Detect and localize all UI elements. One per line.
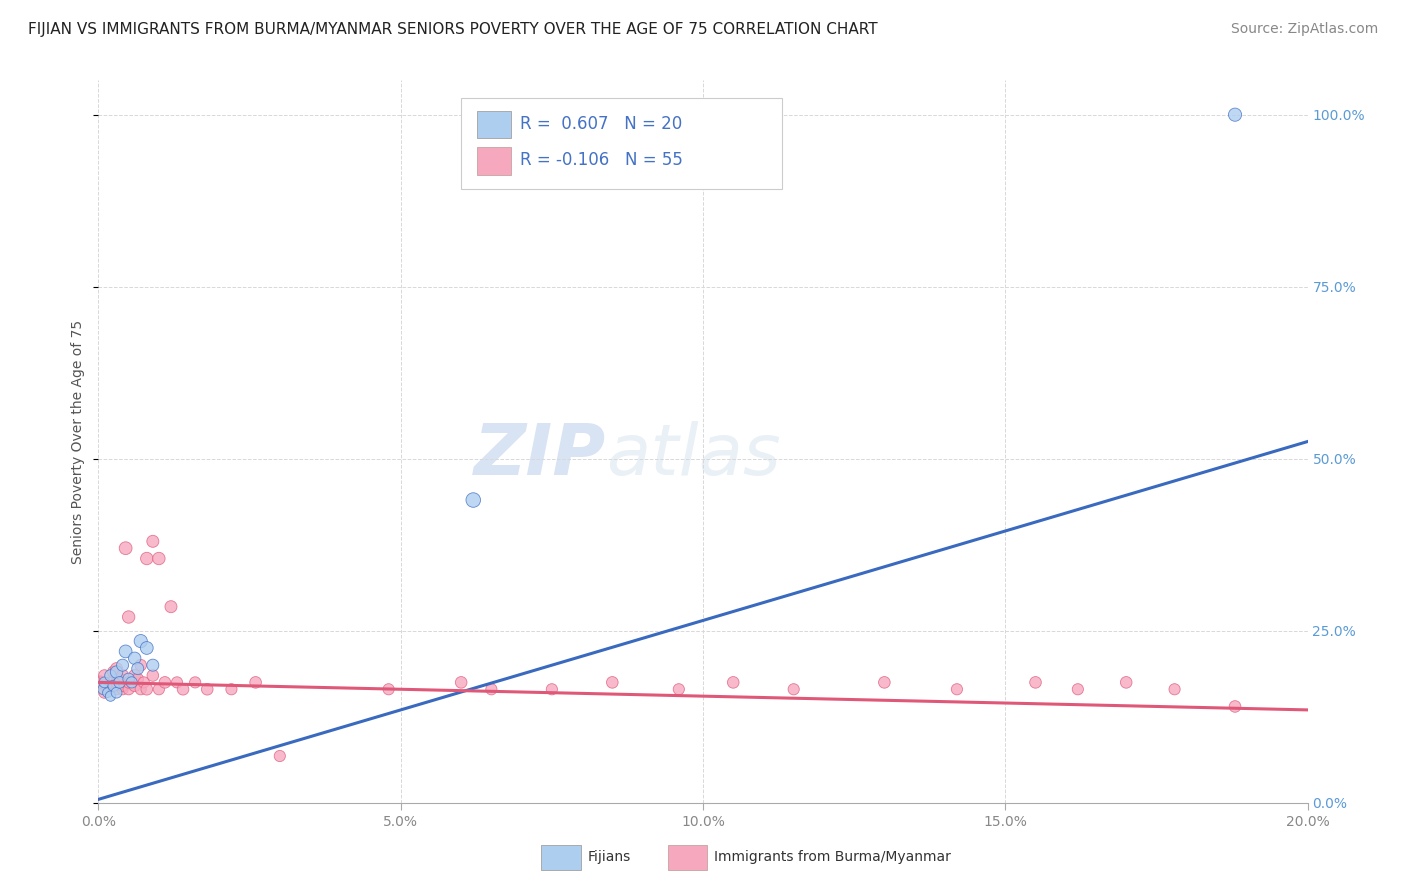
Point: [135, 682, 157, 697]
Text: R = -0.106   N = 55: R = -0.106 N = 55: [520, 152, 683, 169]
Point: [114, 644, 136, 658]
Point: [111, 668, 134, 682]
Point: [148, 551, 170, 566]
Point: [124, 679, 146, 693]
Point: [184, 675, 207, 690]
Point: [540, 682, 562, 697]
Text: Immigrants from Burma/Myanmar: Immigrants from Burma/Myanmar: [714, 850, 950, 864]
Point: [450, 675, 472, 690]
Point: [111, 658, 134, 673]
Text: Fijians: Fijians: [588, 850, 631, 864]
Point: [89, 675, 111, 690]
Point: [111, 679, 134, 693]
Point: [100, 675, 122, 690]
Point: [100, 689, 122, 703]
Point: [118, 672, 141, 686]
Point: [127, 662, 149, 676]
Point: [166, 675, 188, 690]
Point: [118, 682, 141, 697]
Point: [723, 675, 745, 690]
Text: atlas: atlas: [606, 422, 780, 491]
Point: [103, 679, 125, 693]
Point: [108, 672, 131, 686]
Point: [127, 672, 149, 686]
Point: [160, 599, 183, 614]
Point: [105, 675, 128, 690]
Point: [463, 493, 485, 508]
FancyBboxPatch shape: [477, 147, 510, 175]
Text: FIJIAN VS IMMIGRANTS FROM BURMA/MYANMAR SENIORS POVERTY OVER THE AGE OF 75 CORRE: FIJIAN VS IMMIGRANTS FROM BURMA/MYANMAR …: [28, 22, 877, 37]
Point: [93, 675, 115, 690]
Point: [132, 675, 155, 690]
Point: [481, 682, 503, 697]
Point: [668, 682, 690, 697]
Point: [129, 658, 152, 673]
Point: [1115, 675, 1137, 690]
Point: [96, 682, 118, 697]
Point: [269, 749, 291, 764]
Point: [142, 534, 165, 549]
Point: [118, 610, 141, 624]
Point: [142, 668, 165, 682]
Point: [105, 662, 128, 676]
Point: [377, 682, 399, 697]
Point: [108, 675, 131, 690]
Point: [105, 682, 128, 697]
Point: [93, 686, 115, 700]
Point: [90, 675, 112, 690]
Point: [129, 634, 152, 648]
Point: [105, 665, 128, 679]
Point: [1163, 682, 1185, 697]
Point: [129, 682, 152, 697]
Point: [1024, 675, 1046, 690]
Point: [111, 682, 134, 697]
Point: [946, 682, 969, 697]
Point: [103, 665, 125, 679]
Point: [114, 541, 136, 556]
Point: [124, 651, 146, 665]
Point: [96, 686, 118, 700]
Y-axis label: Seniors Poverty Over the Age of 75: Seniors Poverty Over the Age of 75: [72, 319, 86, 564]
Text: ZIP: ZIP: [474, 422, 606, 491]
Point: [1223, 699, 1246, 714]
FancyBboxPatch shape: [477, 111, 510, 138]
Point: [172, 682, 194, 697]
Point: [148, 682, 170, 697]
Point: [100, 679, 122, 693]
Point: [1067, 682, 1090, 697]
Text: Source: ZipAtlas.com: Source: ZipAtlas.com: [1230, 22, 1378, 37]
Point: [124, 668, 146, 682]
Point: [93, 668, 115, 682]
Point: [105, 686, 128, 700]
Point: [602, 675, 624, 690]
Point: [153, 675, 176, 690]
Point: [91, 682, 114, 697]
Point: [1223, 108, 1246, 122]
Text: R =  0.607   N = 20: R = 0.607 N = 20: [520, 115, 683, 133]
Point: [221, 682, 243, 697]
Point: [121, 675, 143, 690]
Point: [135, 551, 157, 566]
Point: [245, 675, 267, 690]
Point: [873, 675, 896, 690]
FancyBboxPatch shape: [461, 98, 782, 189]
Point: [135, 640, 157, 655]
Point: [100, 668, 122, 682]
Point: [783, 682, 806, 697]
Point: [118, 675, 141, 690]
Point: [142, 658, 165, 673]
Point: [195, 682, 218, 697]
